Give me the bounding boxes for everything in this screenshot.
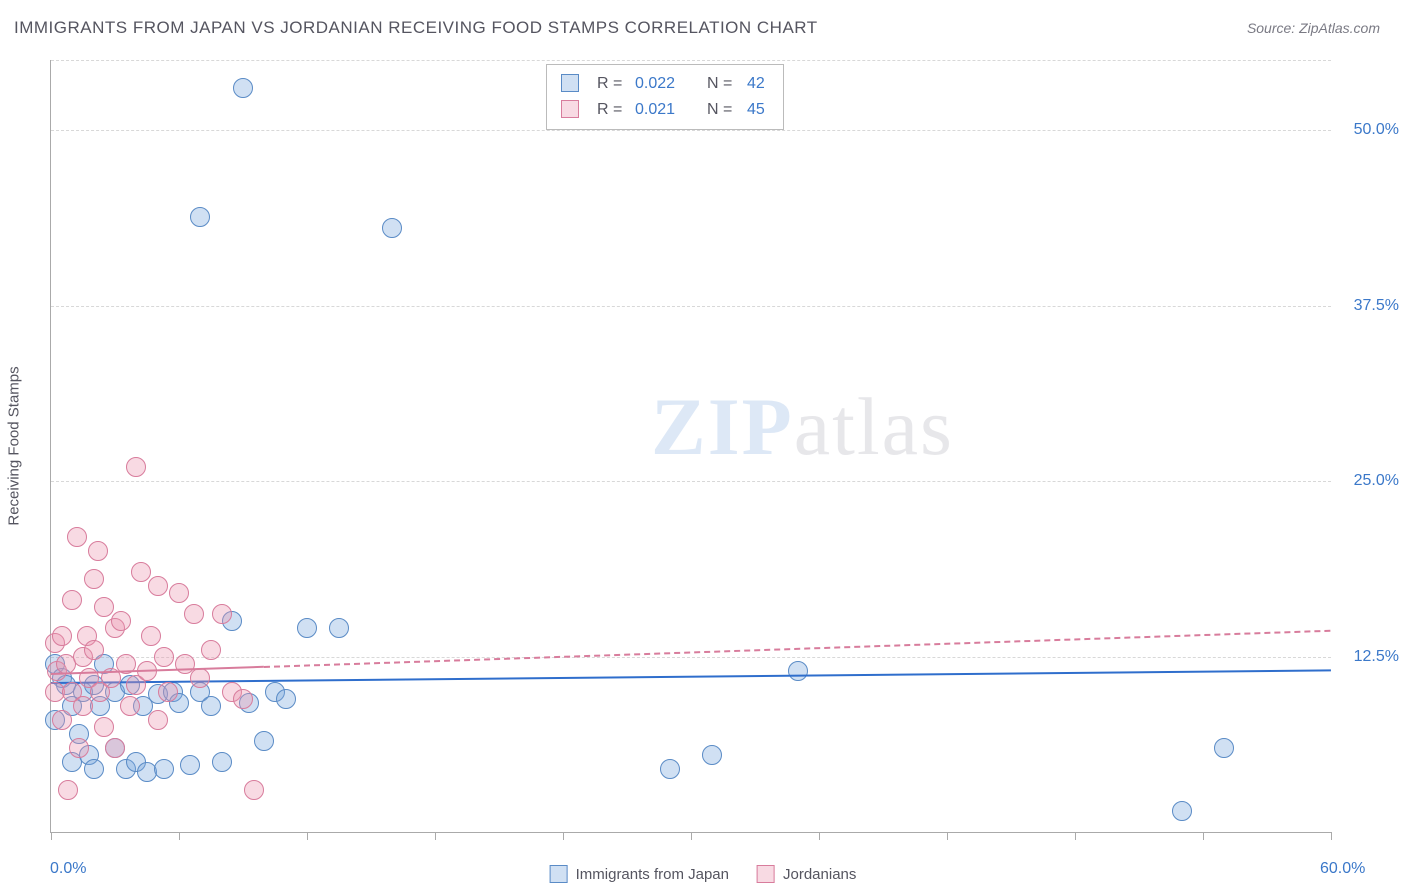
gridline — [51, 130, 1331, 131]
plot-area: ZIPatlas 12.5%25.0%37.5%50.0% — [50, 60, 1331, 833]
data-point-jordan — [84, 569, 104, 589]
legend-label-jordan: Jordanians — [783, 866, 856, 883]
data-point-jordan — [126, 457, 146, 477]
data-point-japan — [84, 759, 104, 779]
watermark: ZIPatlas — [651, 380, 954, 474]
data-point-jordan — [233, 689, 253, 709]
swatch-jordan — [757, 865, 775, 883]
swatch-japan — [550, 865, 568, 883]
data-point-japan — [382, 218, 402, 238]
x-tick — [1075, 832, 1076, 840]
data-point-jordan — [141, 626, 161, 646]
x-axis-max-label: 60.0% — [1320, 860, 1365, 878]
correlation-legend-box: R = 0.022 N = 42 R = 0.021 N = 45 — [546, 64, 784, 130]
y-tick-label: 25.0% — [1339, 472, 1399, 490]
r-value-japan: 0.022 — [635, 71, 697, 97]
r-label: R = — [597, 97, 625, 123]
data-point-japan — [190, 207, 210, 227]
data-point-jordan — [69, 738, 89, 758]
data-point-japan — [254, 731, 274, 751]
data-point-jordan — [84, 640, 104, 660]
source-attribution: Source: ZipAtlas.com — [1247, 20, 1380, 36]
legend-row-japan: R = 0.022 N = 42 — [561, 71, 765, 97]
gridline — [51, 60, 1331, 61]
data-point-jordan — [111, 611, 131, 631]
data-point-jordan — [94, 597, 114, 617]
legend-bottom: Immigrants from Japan Jordanians — [550, 866, 857, 884]
x-tick — [51, 832, 52, 840]
data-point-jordan — [105, 738, 125, 758]
data-point-jordan — [73, 696, 93, 716]
watermark-atlas: atlas — [794, 381, 954, 472]
data-point-japan — [329, 618, 349, 638]
data-point-japan — [1214, 738, 1234, 758]
data-point-japan — [297, 618, 317, 638]
x-tick — [947, 832, 948, 840]
swatch-jordan-box — [561, 100, 579, 118]
data-point-japan — [201, 696, 221, 716]
gridline — [51, 657, 1331, 658]
y-axis-label: Receiving Food Stamps — [6, 366, 23, 525]
data-point-japan — [180, 755, 200, 775]
x-tick — [691, 832, 692, 840]
data-point-jordan — [154, 647, 174, 667]
gridline — [51, 306, 1331, 307]
data-point-jordan — [169, 583, 189, 603]
n-value-jordan: 45 — [747, 97, 765, 123]
data-point-japan — [1172, 801, 1192, 821]
x-axis-min-label: 0.0% — [50, 860, 86, 878]
x-tick — [1203, 832, 1204, 840]
data-point-japan — [276, 689, 296, 709]
data-point-japan — [233, 78, 253, 98]
data-point-japan — [154, 759, 174, 779]
data-point-jordan — [88, 541, 108, 561]
y-tick-label: 37.5% — [1339, 297, 1399, 315]
x-tick — [819, 832, 820, 840]
watermark-zip: ZIP — [651, 381, 794, 472]
y-tick-label: 50.0% — [1339, 121, 1399, 139]
data-point-jordan — [148, 710, 168, 730]
x-tick — [435, 832, 436, 840]
x-tick — [179, 832, 180, 840]
x-tick — [307, 832, 308, 840]
legend-item-jordan: Jordanians — [757, 866, 856, 884]
data-point-jordan — [148, 576, 168, 596]
data-point-japan — [660, 759, 680, 779]
data-point-jordan — [120, 696, 140, 716]
r-label: R = — [597, 71, 625, 97]
data-point-jordan — [244, 780, 264, 800]
legend-item-japan: Immigrants from Japan — [550, 866, 729, 884]
data-point-jordan — [131, 562, 151, 582]
legend-label-japan: Immigrants from Japan — [576, 866, 729, 883]
data-point-jordan — [62, 590, 82, 610]
chart-title: IMMIGRANTS FROM JAPAN VS JORDANIAN RECEI… — [14, 18, 818, 38]
y-tick-label: 12.5% — [1339, 648, 1399, 666]
x-tick — [563, 832, 564, 840]
data-point-jordan — [158, 682, 178, 702]
data-point-jordan — [212, 604, 232, 624]
data-point-jordan — [58, 780, 78, 800]
n-value-japan: 42 — [747, 71, 765, 97]
data-point-jordan — [67, 527, 87, 547]
data-point-japan — [212, 752, 232, 772]
data-point-jordan — [190, 668, 210, 688]
data-point-jordan — [184, 604, 204, 624]
n-label: N = — [707, 97, 737, 123]
r-value-jordan: 0.021 — [635, 97, 697, 123]
swatch-japan-box — [561, 74, 579, 92]
data-point-jordan — [94, 717, 114, 737]
data-point-jordan — [201, 640, 221, 660]
data-point-jordan — [52, 626, 72, 646]
data-point-japan — [788, 661, 808, 681]
data-point-japan — [702, 745, 722, 765]
chart-container: IMMIGRANTS FROM JAPAN VS JORDANIAN RECEI… — [0, 0, 1406, 892]
n-label: N = — [707, 71, 737, 97]
legend-row-jordan: R = 0.021 N = 45 — [561, 97, 765, 123]
trend-line — [51, 669, 1331, 684]
x-tick — [1331, 832, 1332, 840]
data-point-jordan — [52, 710, 72, 730]
gridline — [51, 481, 1331, 482]
